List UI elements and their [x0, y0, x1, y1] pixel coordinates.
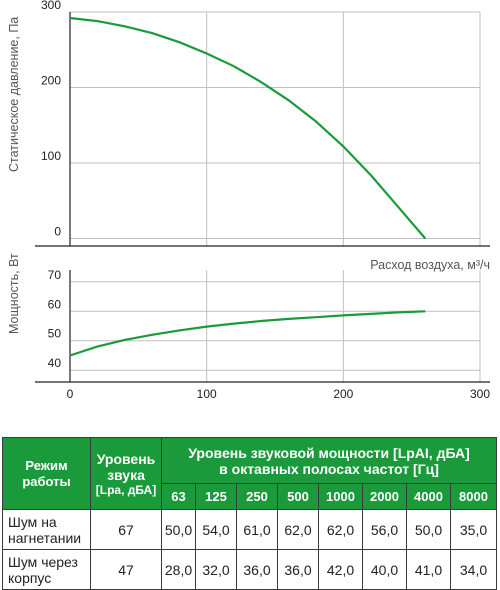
- pressure-chart: 0 100 200 300 Статическое давление, Па Расх…: [7, 0, 490, 272]
- header-level-unit: [Lpa, дБА]: [95, 482, 157, 497]
- freq-125: 125: [195, 483, 237, 510]
- fan-performance-chart: 0 100 200 300 Статическое давление, Па Расх…: [7, 0, 490, 401]
- table-cell: 62,0: [318, 509, 363, 550]
- freq-63: 63: [161, 483, 196, 510]
- table-row: Шум на нагнетании 67 50,0 54,0 61,0 62,0…: [2, 509, 498, 550]
- table-cell: 34,0: [449, 549, 498, 590]
- row-label: Шум на нагнетании: [2, 509, 91, 550]
- header-level-title: Уровень звука: [96, 450, 156, 483]
- power-axes: [35, 270, 490, 383]
- freq-4000: 4000: [406, 483, 451, 510]
- row-level: 67: [90, 509, 162, 550]
- table-cell: 35,0: [449, 509, 498, 550]
- y-tick-label: 200: [41, 73, 61, 87]
- table-cell: 50,0: [406, 509, 451, 550]
- table-cell: 36,0: [277, 549, 319, 590]
- pressure-axes: [35, 12, 490, 247]
- x-tick-label: 200: [333, 387, 353, 401]
- pressure-grid: [70, 11, 481, 246]
- table-cell: 42,0: [318, 549, 363, 590]
- x-tick-label: 300: [470, 387, 490, 401]
- power-x-ticks: 0 100 200 300: [67, 387, 491, 401]
- table-cell: 41,0: [406, 549, 451, 590]
- y-tick-label: 100: [41, 149, 61, 163]
- y-tick-label: 60: [48, 297, 62, 311]
- table-cell: 50,0: [161, 509, 196, 550]
- y-tick-label: 40: [48, 356, 62, 370]
- table-cell: 40,0: [362, 549, 407, 590]
- pressure-y-ticks: 0 100 200 300: [41, 0, 61, 238]
- table-cell: 36,0: [236, 549, 278, 590]
- pressure-curve: [69, 16, 427, 240]
- y-tick-label: 70: [48, 268, 62, 282]
- power-chart: 40 50 60 70 0 100 200 300 Мощность, Вт: [7, 253, 490, 401]
- y-tick-label: 300: [41, 0, 61, 12]
- power-grid: [70, 270, 481, 382]
- y-tick-label: 0: [54, 224, 61, 238]
- power-y-ticks: 40 50 60 70: [48, 268, 62, 370]
- pressure-y-label: Статическое давление, Па: [7, 17, 21, 172]
- freq-2000: 2000: [362, 483, 407, 510]
- noise-table: Режим работы Уровень звука [Lpa, дБА] Ур…: [2, 437, 498, 590]
- row-level: 47: [90, 549, 162, 590]
- row-label: Шум через корпус: [2, 549, 91, 590]
- y-tick-label: 50: [48, 327, 62, 341]
- table-cell: 54,0: [195, 509, 237, 550]
- table-cell: 28,0: [161, 549, 196, 590]
- table-cell: 61,0: [236, 509, 278, 550]
- table-row: Шум через корпус 47 28,0 32,0 36,0 36,0 …: [2, 549, 498, 590]
- power-y-label: Мощность, Вт: [7, 253, 21, 334]
- power-curve: [69, 310, 426, 357]
- header-mode: Режим работы: [2, 437, 91, 510]
- freq-8000: 8000: [449, 483, 498, 510]
- freq-1000: 1000: [318, 483, 363, 510]
- table-cell: 62,0: [277, 509, 319, 550]
- table-cell: 56,0: [362, 509, 407, 550]
- pressure-x-label: Расход воздуха, м³/ч: [370, 258, 490, 272]
- x-tick-label: 100: [197, 387, 217, 401]
- table-cell: 32,0: [195, 549, 237, 590]
- freq-500: 500: [277, 483, 319, 510]
- freq-250: 250: [236, 483, 278, 510]
- header-power: Уровень звуковой мощности [LpAI, дБА] в …: [160, 437, 498, 484]
- header-level: Уровень звука [Lpa, дБА]: [90, 437, 162, 510]
- header-power-sub: в октавных полосах частот [Гц]: [219, 460, 439, 477]
- header-power-title: Уровень звуковой мощности [LpAI, дБА]: [188, 444, 470, 461]
- x-tick-label: 0: [67, 387, 74, 401]
